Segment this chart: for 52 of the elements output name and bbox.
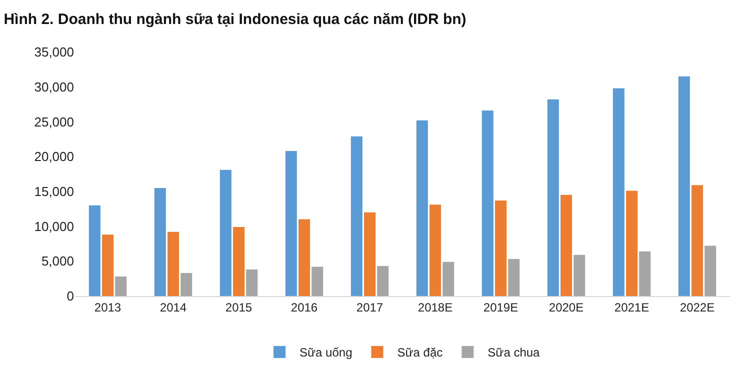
y-tick-label: 15,000 — [34, 184, 74, 199]
legend-label: Sữa chua — [488, 346, 540, 360]
bar — [494, 200, 507, 296]
bar — [560, 194, 572, 296]
y-tick-label: 25,000 — [34, 114, 74, 130]
bar — [429, 204, 442, 296]
bar — [574, 254, 586, 296]
x-tick-label: 2021E — [614, 300, 650, 314]
bar — [312, 266, 324, 296]
bar — [416, 120, 428, 296]
bar — [704, 246, 716, 296]
bar — [678, 76, 690, 296]
bar — [285, 150, 297, 296]
y-tick-label: 20,000 — [34, 149, 74, 164]
x-tick-label: 2017 — [356, 300, 384, 314]
x-tick-label: 2019E — [483, 300, 518, 314]
x-tick-label: 2016 — [290, 300, 318, 314]
bar — [220, 170, 232, 296]
legend-label: Sữa uống — [300, 346, 352, 360]
bar — [102, 234, 114, 296]
legend-label: Sữa đặc — [397, 346, 443, 360]
bar — [691, 185, 704, 296]
bar — [115, 276, 127, 296]
bar — [547, 99, 559, 296]
x-tick-label: 2013 — [94, 300, 122, 314]
bar — [508, 259, 520, 296]
bar — [180, 272, 192, 296]
bar — [298, 219, 310, 296]
y-tick-label: 35,000 — [34, 44, 74, 60]
y-tick-label: 10,000 — [34, 218, 74, 234]
bar — [88, 205, 100, 296]
bar — [639, 251, 651, 296]
x-tick-label: 2015 — [225, 300, 252, 314]
bar — [377, 266, 389, 296]
bar — [482, 110, 494, 296]
bar — [612, 88, 624, 296]
bar — [167, 232, 180, 296]
chart-title: Hình 2. Doanh thu ngành sữa tại Indonesia qua các năm (IDR bn) — [4, 10, 466, 28]
x-tick-label: 2020E — [548, 300, 584, 314]
bar — [364, 212, 376, 296]
x-tick-label: 2022E — [680, 300, 715, 314]
x-tick-label: 2014 — [160, 300, 187, 314]
bar — [350, 136, 362, 296]
bar — [246, 270, 258, 296]
bar — [442, 262, 454, 296]
y-tick-label: 30,000 — [34, 79, 74, 94]
x-tick-label: 2018E — [418, 300, 453, 314]
y-tick-label: 5,000 — [41, 254, 74, 269]
bar — [154, 188, 166, 296]
bar — [232, 226, 245, 296]
bar — [626, 190, 638, 296]
y-tick-label: 0 — [66, 288, 74, 304]
